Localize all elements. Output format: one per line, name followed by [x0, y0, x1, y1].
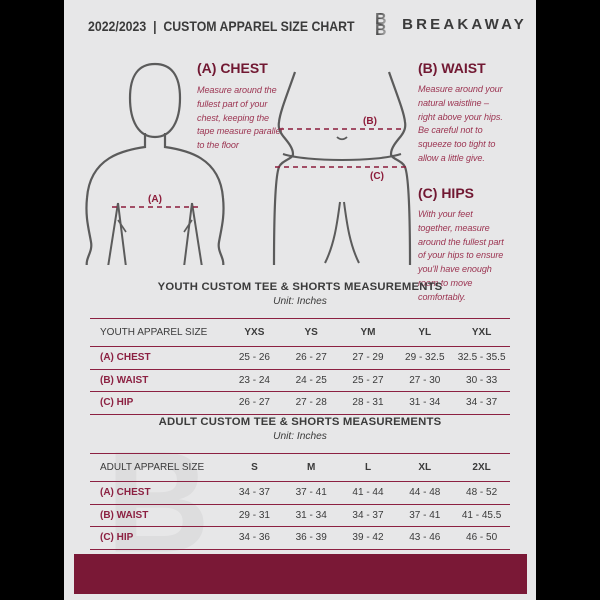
- svg-text:(B): (B): [363, 116, 377, 127]
- svg-text:(A): (A): [148, 194, 162, 205]
- svg-text:(C): (C): [370, 171, 384, 182]
- svg-text:B: B: [375, 22, 387, 37]
